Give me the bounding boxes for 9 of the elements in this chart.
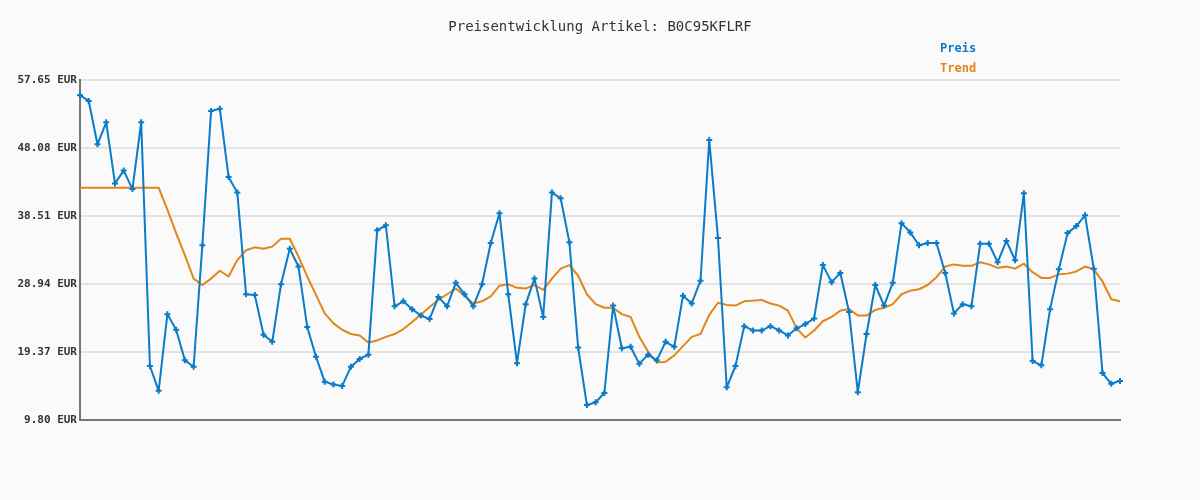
y-tick-label: 28.94 EUR — [17, 276, 78, 290]
y-tick-label: 57.65 EUR — [17, 72, 78, 86]
text: Preis — [940, 40, 977, 57]
y-tick-label: 48.08 EUR — [17, 140, 78, 154]
chart-title: Preisentwicklung Artikel: B0C95KFLRF — [447, 18, 753, 34]
y-tick-label: 38.51 EUR — [17, 208, 78, 222]
y-tick-label: 19.37 EUR — [17, 344, 78, 358]
text: Trend — [940, 60, 977, 77]
y-tick-label: 9.80 EUR — [24, 412, 78, 426]
